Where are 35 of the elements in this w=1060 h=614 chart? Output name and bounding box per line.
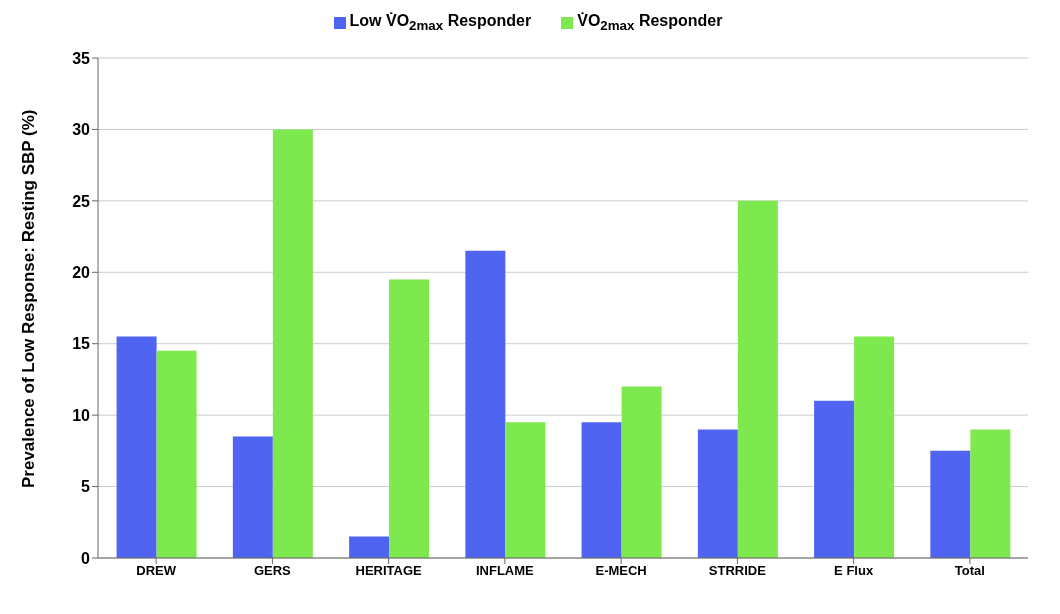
x-tick-label: DREW xyxy=(136,563,177,579)
bar xyxy=(116,336,157,558)
y-tick-label: 35 xyxy=(72,49,91,67)
x-tick-label: E Flux xyxy=(834,563,874,579)
y-axis-title: Prevalence of Low Response: Resting SBP (%) xyxy=(19,109,39,488)
bar xyxy=(621,386,662,558)
bar xyxy=(930,450,971,558)
x-tick-label: HERITAGE xyxy=(355,563,423,579)
bar xyxy=(272,129,313,558)
x-tick-label: Total xyxy=(954,563,985,579)
bar xyxy=(505,422,546,558)
y-tick-label: 5 xyxy=(81,478,91,496)
bar xyxy=(854,336,895,558)
bar xyxy=(581,422,622,558)
bar xyxy=(156,350,197,558)
y-tick-label: 25 xyxy=(72,192,91,210)
bar xyxy=(465,250,506,558)
bar xyxy=(737,200,778,558)
legend-label: V̇O$_{2max}$ Responder xyxy=(577,12,723,34)
bar xyxy=(349,536,390,558)
x-tick-label: E-MECH xyxy=(595,563,647,579)
y-tick-label: 30 xyxy=(72,121,91,139)
bar xyxy=(814,400,855,558)
bar xyxy=(232,436,273,558)
y-tick-label: 20 xyxy=(72,263,91,281)
y-tick-label: 15 xyxy=(72,335,91,353)
bar xyxy=(970,429,1011,558)
x-tick-label: GERS xyxy=(253,563,292,579)
y-tick-label: 10 xyxy=(72,406,91,424)
x-tick-label: INFLAME xyxy=(475,563,535,579)
bar xyxy=(389,279,430,558)
y-tick-label: 0 xyxy=(81,549,91,567)
legend-label: Low V̇O$_{2max}$ Responder xyxy=(349,12,532,34)
bar xyxy=(697,429,738,558)
x-tick-label: STRRIDE xyxy=(708,563,767,579)
